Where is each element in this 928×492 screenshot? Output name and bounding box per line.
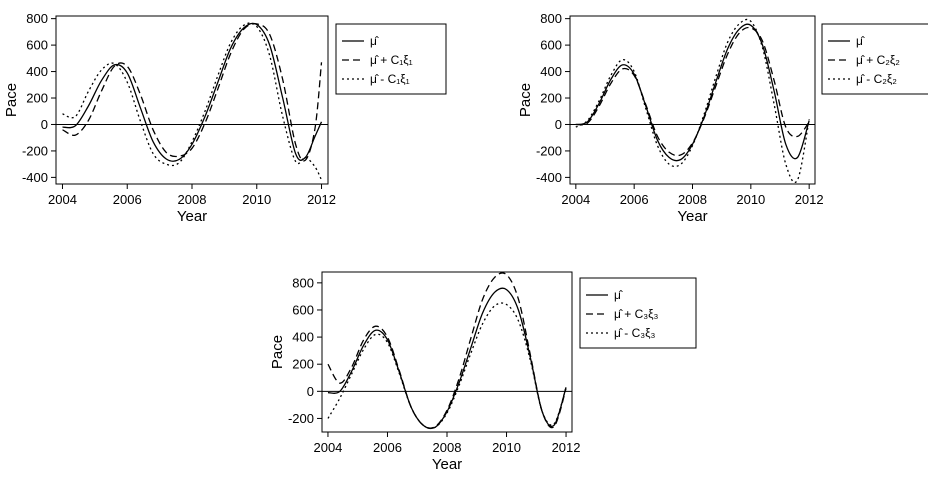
x-tick-label: 2008 (178, 192, 207, 207)
x-tick-label: 2010 (242, 192, 271, 207)
legend-entry-label: μ̂ + C₃ξ₃ (614, 307, 659, 321)
x-tick-label: 2004 (313, 440, 342, 455)
y-tick-label: 400 (540, 64, 562, 79)
x-tick-label: 2004 (561, 192, 590, 207)
series-line-solid (62, 22, 323, 162)
y-tick-label: 800 (26, 11, 48, 26)
legend-entry-label: μ̂ (614, 288, 623, 302)
x-tick-label: 2006 (620, 192, 649, 207)
y-tick-label: 200 (292, 357, 314, 372)
x-tick-label: 2012 (307, 192, 336, 207)
chart-panel-mu-plus-minus-c3-xi3: -200 0 200 400 600 800 2004 2006 2008 2010 2012 Yea… (269, 271, 697, 473)
y-tick-label: 400 (26, 64, 48, 79)
series-line-dotted (62, 22, 323, 181)
chart-panel-mu-plus-minus-c1-xi1: -400 -200 0 200 400 600 800 2004 2006 2008 2010 201… (3, 11, 447, 225)
series-line-solid (575, 23, 810, 162)
x-tick-label: 2004 (48, 192, 77, 207)
y-tick-label: 0 (555, 117, 562, 132)
legend-entry-label: μ̂ + C₁ξ₁ (370, 53, 413, 67)
legend-entry-label: μ̂ + C₂ξ₂ (856, 53, 900, 67)
y-axis-title: Pace (517, 83, 534, 117)
x-axis-title: Year (677, 208, 707, 225)
legend-entry-label: μ̂ - C₂ξ₂ (856, 72, 897, 86)
y-tick-label: 600 (540, 38, 562, 53)
chart-panel-mu-plus-minus-c2-xi2: -400 -200 0 200 400 600 800 2004 2006 2008 2010 201… (517, 11, 928, 225)
legend-entry-label: μ̂ (856, 34, 865, 48)
series-line-dotted (327, 302, 567, 430)
series-line-dashed (575, 26, 810, 157)
y-tick-label: -200 (536, 143, 562, 158)
x-axis-title: Year (432, 456, 462, 473)
y-tick-label: 200 (26, 91, 48, 106)
y-tick-label: 0 (307, 384, 314, 399)
y-axis-title: Pace (269, 335, 286, 369)
legend-entry-label: μ̂ - C₃ξ₃ (614, 326, 656, 340)
y-tick-label: 800 (292, 275, 314, 290)
series-line-dotted (575, 18, 810, 184)
x-tick-label: 2006 (373, 440, 402, 455)
legend-box (579, 277, 697, 349)
x-tick-label: 2008 (433, 440, 462, 455)
y-tick-label: 600 (292, 302, 314, 317)
y-tick-label: 200 (540, 91, 562, 106)
legend-entry-label: μ̂ (370, 34, 379, 48)
series-line-dashed (327, 272, 567, 429)
y-tick-label: -400 (22, 170, 48, 185)
legend-box (335, 23, 447, 95)
x-tick-label: 2006 (113, 192, 142, 207)
y-tick-label: 0 (41, 117, 48, 132)
x-tick-label: 2012 (795, 192, 824, 207)
x-axis-title: Year (177, 208, 207, 225)
x-tick-label: 2012 (552, 440, 581, 455)
y-tick-label: -400 (536, 170, 562, 185)
x-tick-label: 2010 (736, 192, 765, 207)
series-line-dashed (62, 23, 323, 162)
y-tick-label: -200 (22, 143, 48, 158)
y-tick-label: -200 (288, 411, 314, 426)
y-tick-label: 800 (540, 11, 562, 26)
y-axis-title: Pace (3, 83, 20, 117)
y-tick-label: 400 (292, 330, 314, 345)
y-tick-label: 600 (26, 38, 48, 53)
x-tick-label: 2010 (492, 440, 521, 455)
legend-box (821, 23, 928, 95)
legend-entry-label: μ̂ - C₁ξ₁ (370, 72, 410, 86)
x-tick-label: 2008 (678, 192, 707, 207)
plot-frame (321, 271, 573, 433)
